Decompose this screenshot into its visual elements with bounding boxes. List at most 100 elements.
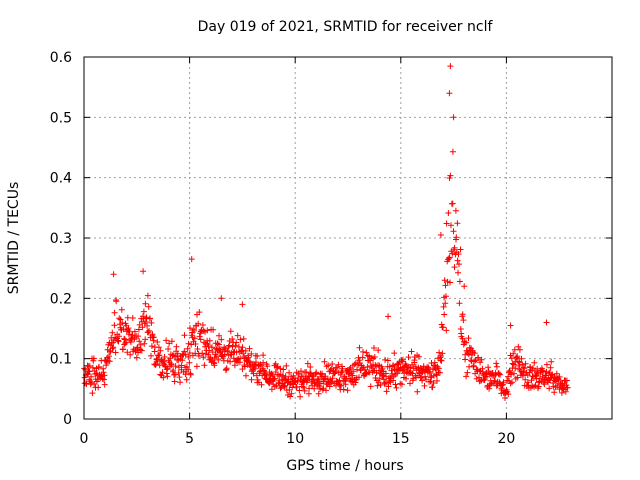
data-point bbox=[451, 264, 458, 271]
data-point bbox=[253, 359, 259, 366]
data-point bbox=[547, 364, 554, 371]
data-point bbox=[329, 375, 336, 382]
data-point bbox=[177, 379, 184, 386]
x-tick-label: 20 bbox=[497, 431, 515, 447]
data-point bbox=[433, 372, 440, 379]
data-point bbox=[159, 369, 166, 376]
data-point bbox=[186, 350, 193, 356]
data-point bbox=[250, 370, 257, 377]
data-point bbox=[507, 380, 514, 387]
data-point bbox=[119, 346, 126, 353]
data-point bbox=[426, 370, 433, 377]
data-point bbox=[356, 357, 363, 364]
data-point bbox=[260, 352, 267, 359]
data-point bbox=[205, 343, 212, 349]
data-point bbox=[133, 354, 140, 361]
data-point bbox=[453, 234, 460, 241]
data-point bbox=[246, 345, 253, 352]
data-point bbox=[338, 382, 345, 389]
data-point bbox=[272, 375, 278, 382]
data-point bbox=[407, 380, 413, 387]
data-point bbox=[509, 379, 515, 386]
data-point bbox=[508, 371, 515, 378]
data-point bbox=[227, 328, 234, 335]
data-point bbox=[200, 354, 207, 361]
data-point bbox=[327, 367, 334, 374]
data-point bbox=[199, 350, 206, 357]
data-point bbox=[344, 387, 351, 394]
data-point bbox=[471, 350, 478, 357]
data-point bbox=[519, 361, 526, 368]
data-point bbox=[252, 365, 259, 372]
data-point bbox=[281, 383, 288, 390]
data-point bbox=[163, 370, 170, 377]
y-tick-label: 0.1 bbox=[50, 352, 72, 368]
data-point bbox=[563, 377, 570, 384]
data-point bbox=[218, 295, 225, 302]
data-point bbox=[148, 319, 155, 326]
data-point bbox=[531, 359, 538, 366]
data-point bbox=[441, 311, 448, 318]
data-point bbox=[539, 367, 546, 374]
data-point bbox=[144, 292, 151, 299]
x-tick-label: 0 bbox=[80, 431, 89, 447]
data-point bbox=[148, 343, 155, 350]
data-point bbox=[337, 371, 344, 378]
data-point bbox=[349, 372, 356, 379]
data-point bbox=[118, 306, 125, 313]
data-point bbox=[283, 362, 290, 369]
data-point bbox=[556, 373, 563, 380]
data-point bbox=[188, 256, 195, 263]
data-point bbox=[321, 358, 328, 365]
data-point bbox=[451, 244, 458, 251]
data-point bbox=[112, 349, 119, 356]
data-point bbox=[553, 370, 560, 377]
data-point bbox=[174, 350, 181, 357]
data-point bbox=[408, 348, 415, 355]
data-point bbox=[185, 353, 192, 360]
data-point bbox=[414, 388, 421, 395]
data-point bbox=[131, 336, 138, 343]
data-point bbox=[384, 357, 391, 364]
data-point bbox=[156, 362, 163, 369]
data-point bbox=[303, 369, 310, 376]
data-point bbox=[465, 335, 472, 342]
data-point bbox=[488, 380, 495, 387]
data-point bbox=[507, 322, 514, 329]
data-point bbox=[421, 382, 428, 389]
data-point bbox=[434, 377, 440, 384]
data-point bbox=[298, 368, 304, 375]
data-point bbox=[150, 334, 157, 341]
data-point bbox=[129, 315, 136, 321]
data-point bbox=[164, 373, 171, 380]
x-tick-label: 5 bbox=[185, 431, 194, 447]
data-point bbox=[264, 363, 271, 370]
data-point bbox=[420, 363, 427, 370]
data-point bbox=[443, 220, 450, 227]
data-point bbox=[419, 377, 426, 384]
data-point bbox=[454, 257, 461, 264]
data-point bbox=[139, 324, 146, 331]
data-point bbox=[425, 365, 432, 372]
data-point bbox=[518, 355, 525, 362]
data-point bbox=[215, 356, 222, 363]
data-point bbox=[514, 353, 521, 360]
data-point bbox=[516, 346, 523, 353]
data-point bbox=[564, 384, 571, 391]
data-point bbox=[562, 388, 569, 395]
data-point bbox=[379, 372, 385, 378]
data-point bbox=[183, 363, 190, 370]
data-point bbox=[511, 346, 518, 353]
data-point bbox=[239, 344, 246, 351]
data-point bbox=[463, 373, 470, 380]
data-point bbox=[500, 379, 507, 386]
data-point bbox=[181, 348, 188, 355]
data-point bbox=[385, 383, 392, 390]
data-point bbox=[307, 369, 313, 376]
data-point bbox=[443, 327, 450, 334]
data-point bbox=[106, 358, 113, 365]
data-point bbox=[429, 384, 436, 391]
data-point bbox=[185, 340, 192, 347]
data-point bbox=[95, 384, 102, 391]
data-point bbox=[263, 371, 269, 378]
